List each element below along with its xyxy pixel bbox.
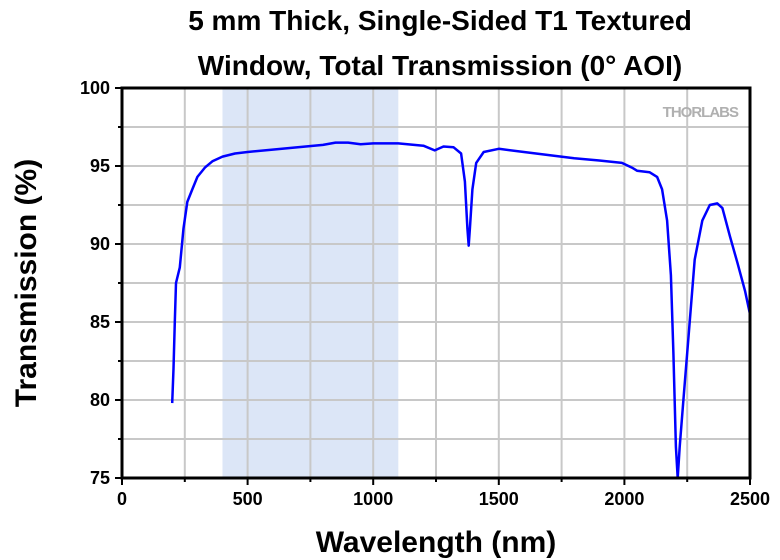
chart-title-line1: 5 mm Thick, Single-Sided T1 Textured	[188, 5, 692, 36]
x-tick-label: 2500	[730, 489, 770, 509]
y-tick-label: 80	[90, 390, 110, 410]
y-tick-label: 90	[90, 234, 110, 254]
x-tick-label: 2000	[604, 489, 644, 509]
chart-title-line2: Window, Total Transmission (0° AOI)	[197, 50, 683, 81]
x-tick-label: 1000	[353, 489, 393, 509]
y-tick-label: 75	[90, 468, 110, 488]
x-tick-label: 500	[233, 489, 263, 509]
y-axis-label: Transmission (%)	[10, 159, 43, 407]
x-tick-label: 1500	[479, 489, 519, 509]
thorlabs-logo: THORLABS	[663, 104, 739, 121]
y-tick-label: 85	[90, 312, 110, 332]
y-tick-label: 100	[80, 78, 110, 98]
x-axis-label: Wavelength (nm)	[316, 526, 557, 559]
series-line	[170, 141, 752, 480]
x-tick-label: 0	[117, 489, 127, 509]
y-tick-label: 95	[90, 156, 110, 176]
